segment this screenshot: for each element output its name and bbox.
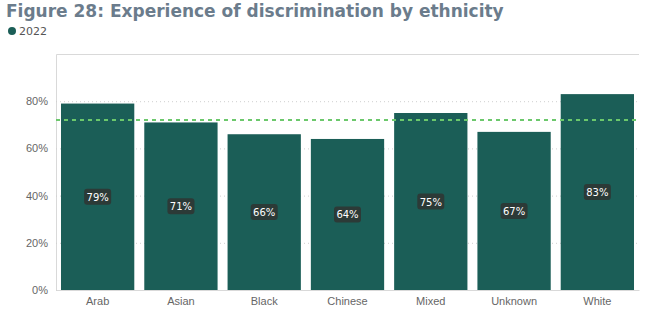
x-tick: Chinese <box>327 290 367 307</box>
x-tick: Asian <box>167 290 195 307</box>
x-tick-label: White <box>583 295 611 307</box>
x-tick: Mixed <box>416 290 445 307</box>
y-tick-label: 40% <box>26 190 48 202</box>
legend-label: 2022 <box>19 25 47 38</box>
x-tick-label: Arab <box>86 295 109 307</box>
y-tick-label: 0% <box>32 284 48 296</box>
bar <box>144 122 217 290</box>
x-tick-label: Unknown <box>491 295 537 307</box>
bar <box>311 139 384 290</box>
x-tick: Black <box>251 290 278 307</box>
y-axis: 0% 20% 40% 60% 80% <box>26 55 639 297</box>
y-axis-line <box>57 55 640 291</box>
legend: 2022 <box>8 25 47 38</box>
x-tick-label: Black <box>251 295 278 307</box>
reference-line <box>56 119 639 121</box>
x-axis: Arab Asian Black Chinese Mixed Unknown White <box>57 290 640 307</box>
y-tick-label: 60% <box>26 142 48 154</box>
data-label: 66% <box>253 207 275 218</box>
x-tick-label: Chinese <box>327 295 367 307</box>
data-label: 67% <box>503 206 525 217</box>
grid-line <box>56 101 639 102</box>
data-label: 64% <box>336 209 358 220</box>
bar <box>228 134 301 290</box>
marks <box>56 94 639 290</box>
title: Figure 28: Experience of discrimination … <box>6 1 504 21</box>
data-label: 71% <box>170 201 192 212</box>
grid-line <box>56 290 639 291</box>
data-label-box <box>417 194 444 210</box>
chart: Figure 28: Experience of discrimination … <box>0 0 658 325</box>
data-label: 79% <box>87 192 109 203</box>
data-labels: 79% 71% 66% 64% 75% 67% 83% <box>84 184 611 222</box>
y-tick-label: 20% <box>26 237 48 249</box>
plot: 0% 20% 40% 60% 80% Arab Asian Black Chinese Mixed… <box>26 55 640 307</box>
y-tick-label: 80% <box>26 95 48 107</box>
bar <box>561 94 634 290</box>
x-tick-label: Mixed <box>416 295 445 307</box>
data-label: 83% <box>586 187 608 198</box>
x-tick: White <box>583 290 611 307</box>
data-label-box <box>334 206 361 222</box>
bar <box>394 113 467 290</box>
legend-swatch <box>8 27 16 35</box>
data-label-box <box>251 204 278 220</box>
x-tick-label: Asian <box>167 295 195 307</box>
x-tick: Unknown <box>491 290 537 307</box>
x-axis-line <box>57 290 640 291</box>
data-label-box <box>501 203 528 219</box>
data-label-box <box>167 198 194 214</box>
data-label: 75% <box>420 197 442 208</box>
x-tick: Arab <box>86 290 109 307</box>
bar <box>477 132 550 290</box>
data-label-box <box>84 189 111 205</box>
data-label-box <box>584 184 611 200</box>
bar <box>61 104 134 290</box>
